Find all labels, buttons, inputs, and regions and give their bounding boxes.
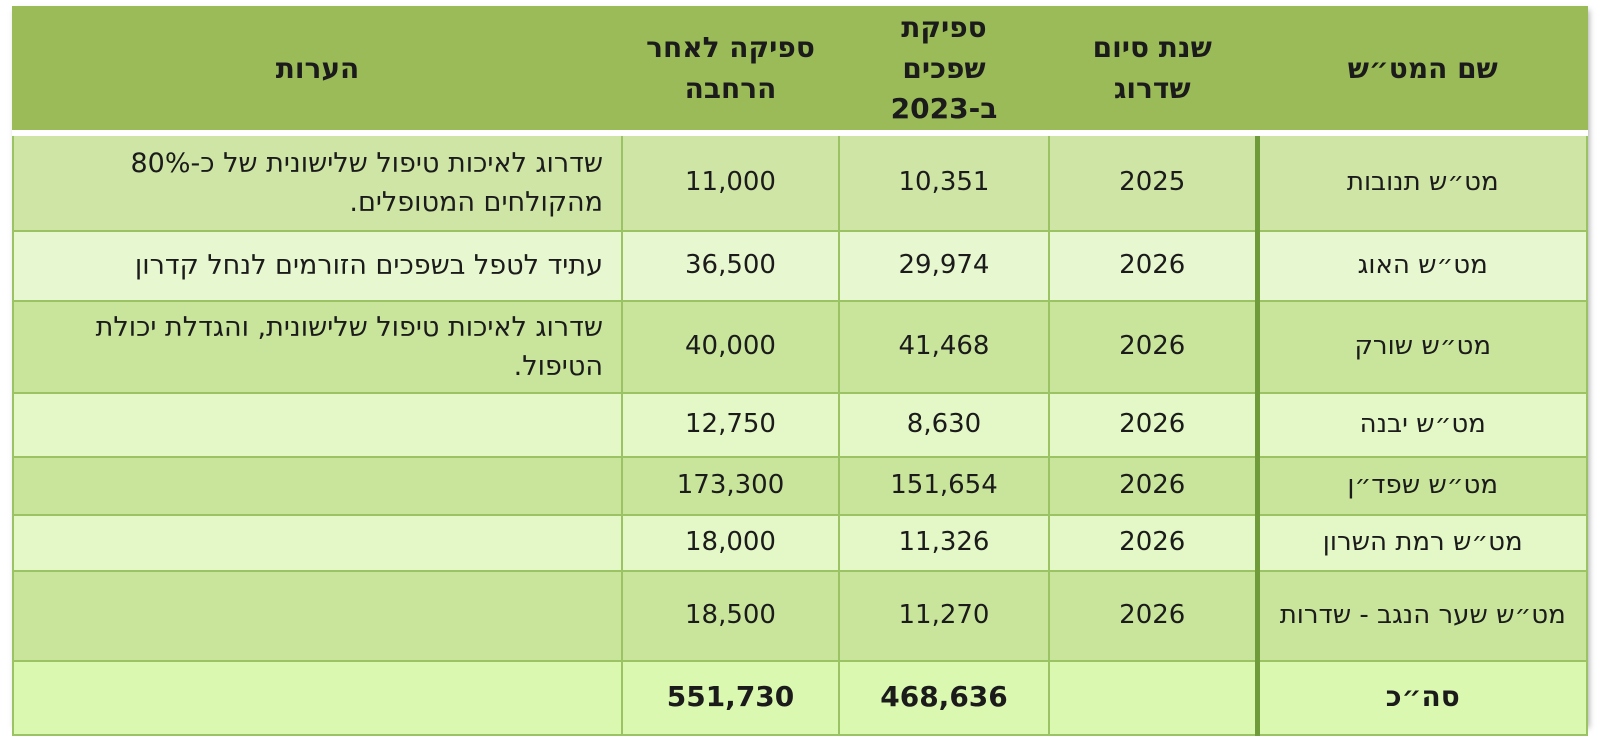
header-capacity-after: ספיקה לאחר הרחבה [621, 6, 840, 136]
plant-name: מט״ש האוג [1254, 229, 1588, 302]
capacity-2023: 8,630 [838, 391, 1050, 458]
capacity-2023: 11,326 [838, 513, 1050, 572]
capacity-after: 12,750 [621, 391, 840, 458]
total-label: סה״כ [1254, 659, 1588, 736]
notes: שדרוג לאיכות טיפול שלישונית של כ-80% מהק… [12, 131, 623, 232]
upgrade-year: 2026 [1048, 455, 1258, 516]
notes: שדרוג לאיכות טיפול שלישונית, והגדלת יכול… [12, 299, 623, 394]
capacity-after: 11,000 [621, 131, 840, 232]
header-notes: הערות [12, 6, 623, 136]
notes [12, 455, 623, 516]
plant-name: מט״ש שורק [1254, 299, 1588, 394]
wastewater-table-frame: שם המט״ש שנת סיום שדרוג ספיקת שפכים ב-20… [12, 6, 1588, 736]
total-notes [12, 659, 623, 736]
capacity-after: 173,300 [621, 455, 840, 516]
notes: עתיד לטפל בשפכים הזורמים לנחל קדרון [12, 229, 623, 302]
upgrade-year: 2026 [1048, 229, 1258, 302]
plant-name: מט״ש יבנה [1254, 391, 1588, 458]
table-row: מט״ש יבנה 2026 8,630 12,750 [12, 391, 1588, 458]
capacity-2023: 151,654 [838, 455, 1050, 516]
notes [12, 569, 623, 662]
upgrade-year: 2025 [1048, 131, 1258, 232]
upgrade-year: 2026 [1048, 299, 1258, 394]
capacity-2023: 29,974 [838, 229, 1050, 302]
table-row: מט״ש האוג 2026 29,974 36,500 עתיד לטפל ב… [12, 229, 1588, 302]
header-upgrade-year: שנת סיום שדרוג [1048, 6, 1258, 136]
plant-name: מט״ש תנובות [1254, 131, 1588, 232]
table-row: מט״ש שפד״ן 2026 151,654 173,300 [12, 455, 1588, 516]
plant-name: מט״ש שפד״ן [1254, 455, 1588, 516]
wastewater-plants-table: שם המט״ש שנת סיום שדרוג ספיקת שפכים ב-20… [12, 6, 1588, 736]
total-row: סה״כ 468,636 551,730 [12, 659, 1588, 736]
total-capacity-after: 551,730 [621, 659, 840, 736]
capacity-2023: 41,468 [838, 299, 1050, 394]
total-capacity-2023: 468,636 [838, 659, 1050, 736]
upgrade-year: 2026 [1048, 513, 1258, 572]
notes [12, 513, 623, 572]
header-plant-name: שם המט״ש [1254, 6, 1588, 136]
upgrade-year: 2026 [1048, 391, 1258, 458]
capacity-after: 18,000 [621, 513, 840, 572]
upgrade-year: 2026 [1048, 569, 1258, 662]
header-capacity-2023: ספיקת שפכים ב-2023 [838, 6, 1050, 136]
table-row: מט״ש תנובות 2025 10,351 11,000 שדרוג לאי… [12, 131, 1588, 232]
table-row: מט״ש שורק 2026 41,468 40,000 שדרוג לאיכו… [12, 299, 1588, 394]
plant-name: מט״ש רמת השרון [1254, 513, 1588, 572]
total-year [1048, 659, 1258, 736]
notes [12, 391, 623, 458]
table-row: מט״ש שער הנגב - שדרות 2026 11,270 18,500 [12, 569, 1588, 662]
capacity-after: 18,500 [621, 569, 840, 662]
plant-name: מט״ש שער הנגב - שדרות [1254, 569, 1588, 662]
capacity-2023: 11,270 [838, 569, 1050, 662]
capacity-after: 36,500 [621, 229, 840, 302]
table-row: מט״ש רמת השרון 2026 11,326 18,000 [12, 513, 1588, 572]
capacity-2023: 10,351 [838, 131, 1050, 232]
capacity-after: 40,000 [621, 299, 840, 394]
table-header-row: שם המט״ש שנת סיום שדרוג ספיקת שפכים ב-20… [12, 6, 1588, 136]
